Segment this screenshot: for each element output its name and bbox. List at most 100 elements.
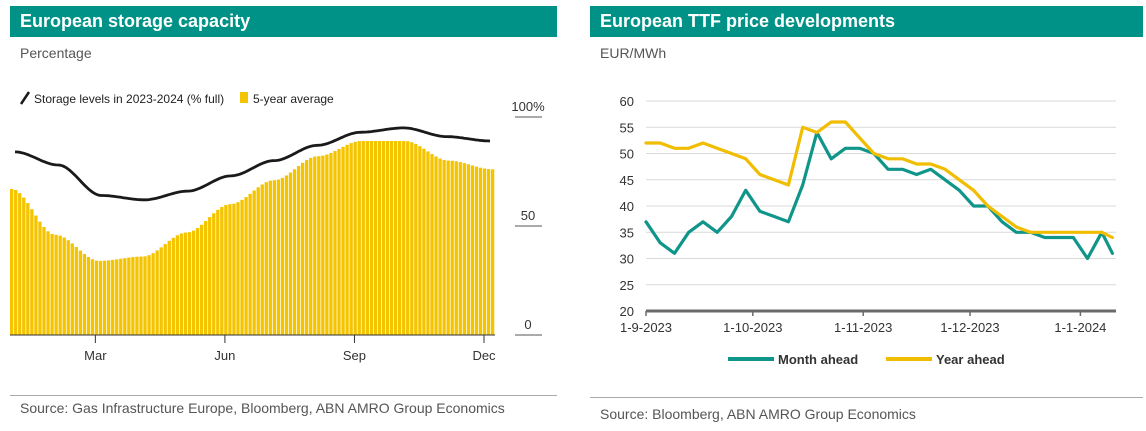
average-bar: [349, 143, 353, 335]
average-bar: [280, 177, 285, 335]
y-tick-label: 100%: [511, 99, 545, 114]
average-bar: [470, 165, 475, 335]
average-bar: [325, 154, 329, 335]
x-tick-label: 1-11-2023: [834, 320, 892, 335]
x-tick-label: Mar: [84, 348, 107, 363]
average-bar: [143, 256, 147, 335]
average-bar: [102, 260, 107, 335]
average-bar: [94, 260, 99, 335]
average-bar: [357, 141, 361, 335]
average-bar: [119, 258, 123, 335]
y-tick-label: 50: [521, 208, 535, 223]
month-ahead-line: [644, 130, 1115, 261]
average-bar: [111, 259, 115, 335]
average-bar: [139, 256, 143, 335]
average-bar: [341, 146, 345, 335]
average-bar: [385, 140, 390, 335]
y-tick-label: 0: [524, 317, 531, 332]
x-tick-label: 1-10-2023: [723, 320, 782, 335]
storage-chart: Mar Jun Sep Dec 0 50 100% Storage levels in 202…: [10, 91, 545, 363]
average-bar: [268, 180, 272, 335]
average-bar: [244, 197, 248, 335]
average-bar: [260, 184, 264, 335]
average-bar: [78, 250, 83, 335]
average-bar: [305, 160, 309, 335]
average-bar: [337, 148, 341, 335]
average-bar: [155, 250, 159, 335]
legend-line-swatch: [19, 91, 31, 105]
average-bar: [438, 158, 442, 335]
ttf-title: European TTF price developments: [600, 11, 896, 31]
average-bar: [466, 164, 471, 335]
average-bar: [422, 148, 426, 335]
storage-source: Source: Gas Infrastructure Europe, Bloom…: [20, 400, 505, 416]
average-bar: [90, 259, 95, 335]
average-bar: [30, 209, 34, 335]
average-bar: [373, 140, 378, 335]
average-bar: [18, 193, 22, 335]
average-bar: [54, 234, 58, 335]
average-bar: [38, 221, 42, 335]
average-bar: [107, 260, 111, 335]
x-tick-label: Jun: [214, 348, 235, 363]
average-bar: [232, 203, 236, 335]
legend-bar-swatch: [240, 92, 248, 103]
average-bar: [450, 160, 454, 335]
average-bar: [264, 182, 268, 335]
average-bar: [272, 180, 277, 335]
average-bar: [474, 166, 479, 335]
ttf-unit-label: EUR/MWh: [600, 45, 667, 61]
average-bar: [276, 179, 281, 335]
average-bar: [333, 150, 337, 335]
average-bar: [418, 146, 422, 335]
average-bar: [369, 140, 374, 335]
ttf-legend: Month ahead Year ahead: [728, 352, 1005, 367]
ttf-panel: European TTF price developments EUR/MWh …: [590, 0, 1143, 431]
average-bar: [10, 188, 14, 335]
average-bar: [434, 156, 438, 335]
average-bar: [204, 221, 208, 335]
average-bar: [406, 141, 410, 335]
average-bar: [462, 163, 466, 335]
year-ahead-line: [644, 120, 1115, 240]
legend-label: Storage levels in 2023-2024 (% full): [34, 92, 224, 106]
average-bar: [58, 235, 62, 335]
storage-levels-line: [14, 126, 491, 202]
average-bar: [482, 168, 487, 335]
average-bar: [486, 169, 491, 335]
average-bar: [240, 199, 244, 335]
average-bar: [313, 156, 317, 335]
y-tick-label: 55: [620, 120, 634, 135]
average-bar: [86, 256, 91, 335]
average-bar: [151, 253, 155, 335]
average-bar: [430, 154, 434, 335]
average-bar: [14, 190, 18, 335]
average-bar: [389, 140, 394, 335]
average-bar: [82, 254, 87, 335]
average-bar: [393, 140, 398, 335]
average-bar: [66, 240, 70, 335]
average-bar: [167, 240, 171, 335]
average-bar: [365, 140, 369, 335]
storage-title-banner: European storage capacity: [10, 6, 557, 37]
y-tick-label: 45: [620, 173, 634, 188]
storage-panel: European storage capacity Percentage Mar…: [10, 0, 557, 431]
average-bar: [248, 193, 252, 335]
average-bars: [10, 140, 495, 335]
average-bar: [284, 175, 289, 335]
average-bar: [22, 197, 26, 335]
average-bar: [131, 257, 135, 335]
average-bar: [123, 258, 127, 335]
average-bar: [446, 160, 450, 335]
average-bar: [179, 233, 184, 335]
y-tick-label: 40: [620, 199, 634, 214]
y-tick-label: 30: [620, 252, 634, 267]
average-bar: [353, 141, 357, 335]
ttf-chart: 20 25 30 35 40 45 50 55 60 1-9-2023 1-10-2023 1-11-…: [620, 94, 1116, 367]
average-bar: [147, 255, 151, 335]
average-bar: [442, 159, 446, 335]
average-bar: [317, 156, 321, 335]
average-bar: [329, 152, 333, 335]
average-bar: [195, 228, 200, 335]
average-bar: [398, 140, 402, 335]
